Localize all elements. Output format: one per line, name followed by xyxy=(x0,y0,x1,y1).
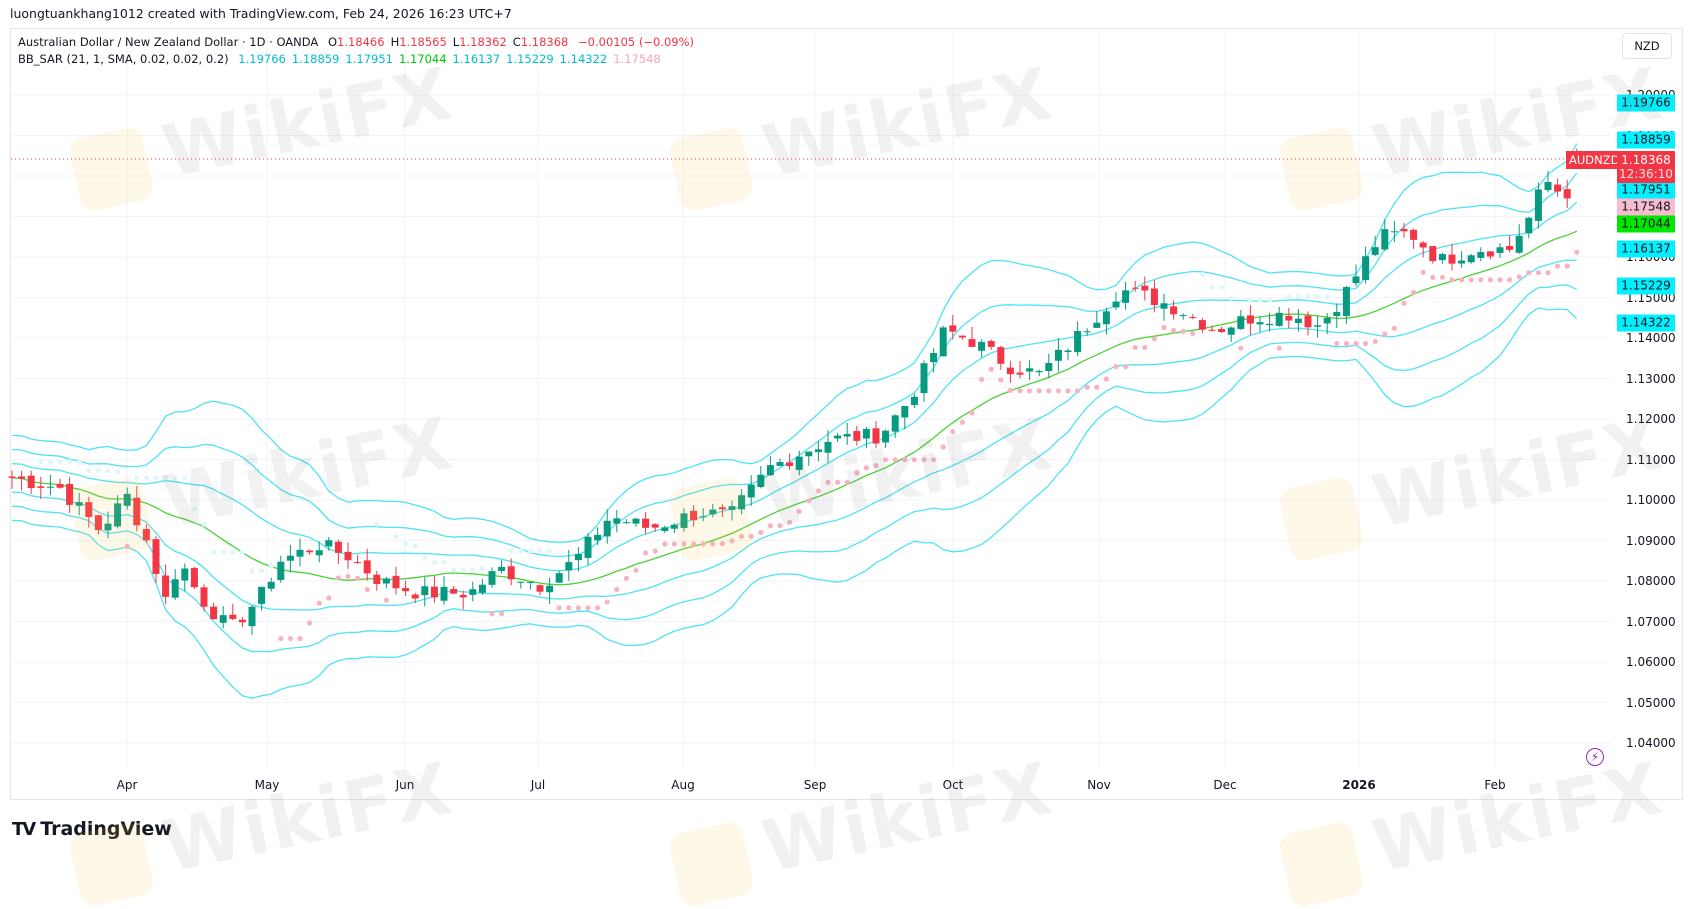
price-axis-label: 1.06000 xyxy=(1626,655,1676,669)
indicator-legend-row[interactable]: BB_SAR (21, 1, SMA, 0.02, 0.02, 0.2) 1.1… xyxy=(18,51,694,68)
price-chart[interactable] xyxy=(0,0,1693,861)
indicator-price-tag: 1.15229 xyxy=(1617,277,1675,295)
price-change: −0.00105 (−0.09%) xyxy=(578,35,695,49)
time-axis-label: Jun xyxy=(395,778,415,792)
bar-countdown: 12:36:10 xyxy=(1619,167,1673,181)
indicator-value: 1.16137 xyxy=(452,52,501,66)
price-axis-label: 1.12000 xyxy=(1626,412,1676,426)
last-price-tag: 1.18368 12:36:10 xyxy=(1617,151,1675,183)
price-axis-label: 1.11000 xyxy=(1626,452,1676,467)
indicator-price-tag: 1.19766 xyxy=(1617,94,1675,112)
indicator-values: 1.19766 1.18859 1.17951 1.17044 1.16137 1.152… xyxy=(232,52,661,66)
indicator-price-tag: 1.14322 xyxy=(1617,314,1675,332)
price-axis-label: 1.07000 xyxy=(1626,614,1676,629)
time-axis-label: Feb xyxy=(1484,778,1506,792)
indicator-price-tag: 1.16137 xyxy=(1617,240,1675,258)
indicator-price-tag: 1.17951 xyxy=(1617,181,1675,199)
ohlc-values: O1.18466 H1.18565 L1.18362 C1.18368 xyxy=(322,35,568,49)
price-axis-label: 1.05000 xyxy=(1626,695,1676,710)
tradingview-mark-icon: TV xyxy=(12,818,36,840)
chart-legend: Australian Dollar / New Zealand Dollar ·… xyxy=(18,34,694,68)
ohlc-o: O1.18466 xyxy=(327,35,385,49)
price-axis-label: 1.13000 xyxy=(1626,371,1676,386)
currency-button[interactable]: NZD xyxy=(1622,33,1672,59)
indicator-value: 1.15229 xyxy=(506,52,554,66)
ohlc-h: H1.18565 xyxy=(390,35,447,49)
price-axis-label: 1.10000 xyxy=(1626,493,1676,507)
indicator-value: 1.17951 xyxy=(345,52,393,66)
time-axis-label: Nov xyxy=(1087,778,1111,792)
indicator-value: 1.19766 xyxy=(238,52,286,66)
symbol-title: Australian Dollar / New Zealand Dollar ·… xyxy=(18,35,319,49)
indicator-price-tag: 1.17044 xyxy=(1617,215,1675,233)
last-price: 1.18368 xyxy=(1621,153,1671,167)
ohlc-c: C1.18368 xyxy=(512,35,569,49)
time-axis-label: Jul xyxy=(530,778,546,792)
symbol-tag: AUDNZD xyxy=(1566,151,1623,169)
lightning-icon[interactable]: ⚡ xyxy=(1586,748,1604,766)
indicator-price-tag: 1.17548 xyxy=(1617,198,1675,216)
time-axis-label: Aug xyxy=(671,778,695,792)
indicator-value: 1.14322 xyxy=(559,52,608,66)
time-axis-label: Sep xyxy=(803,778,827,792)
indicator-name: BB_SAR (21, 1, SMA, 0.02, 0.02, 0.2) xyxy=(18,52,229,66)
time-axis-label: Oct xyxy=(942,778,964,792)
price-axis-label: 1.08000 xyxy=(1626,574,1676,588)
price-axis-label: 1.14000 xyxy=(1626,331,1676,345)
ohlc-l: L1.18362 xyxy=(452,35,507,49)
indicator-value: 1.17548 xyxy=(613,52,661,66)
chart-credit: luongtuankhang1012 created with TradingV… xyxy=(10,6,512,21)
symbol-legend-row[interactable]: Australian Dollar / New Zealand Dollar ·… xyxy=(18,34,694,51)
tradingview-logo: TV TradingView xyxy=(12,818,172,840)
indicator-price-tag: 1.18859 xyxy=(1617,131,1675,149)
time-axis-label: May xyxy=(254,778,280,792)
time-axis-label: Dec xyxy=(1213,778,1237,792)
price-axis-label: 1.04000 xyxy=(1626,736,1676,750)
time-axis-label: 2026 xyxy=(1342,778,1376,792)
indicator-value: 1.17044 xyxy=(398,52,447,66)
indicator-value: 1.18859 xyxy=(291,52,340,66)
price-axis-label: 1.09000 xyxy=(1626,533,1676,548)
time-axis-label: Apr xyxy=(116,778,138,792)
chart-frame[interactable] xyxy=(10,28,1683,800)
